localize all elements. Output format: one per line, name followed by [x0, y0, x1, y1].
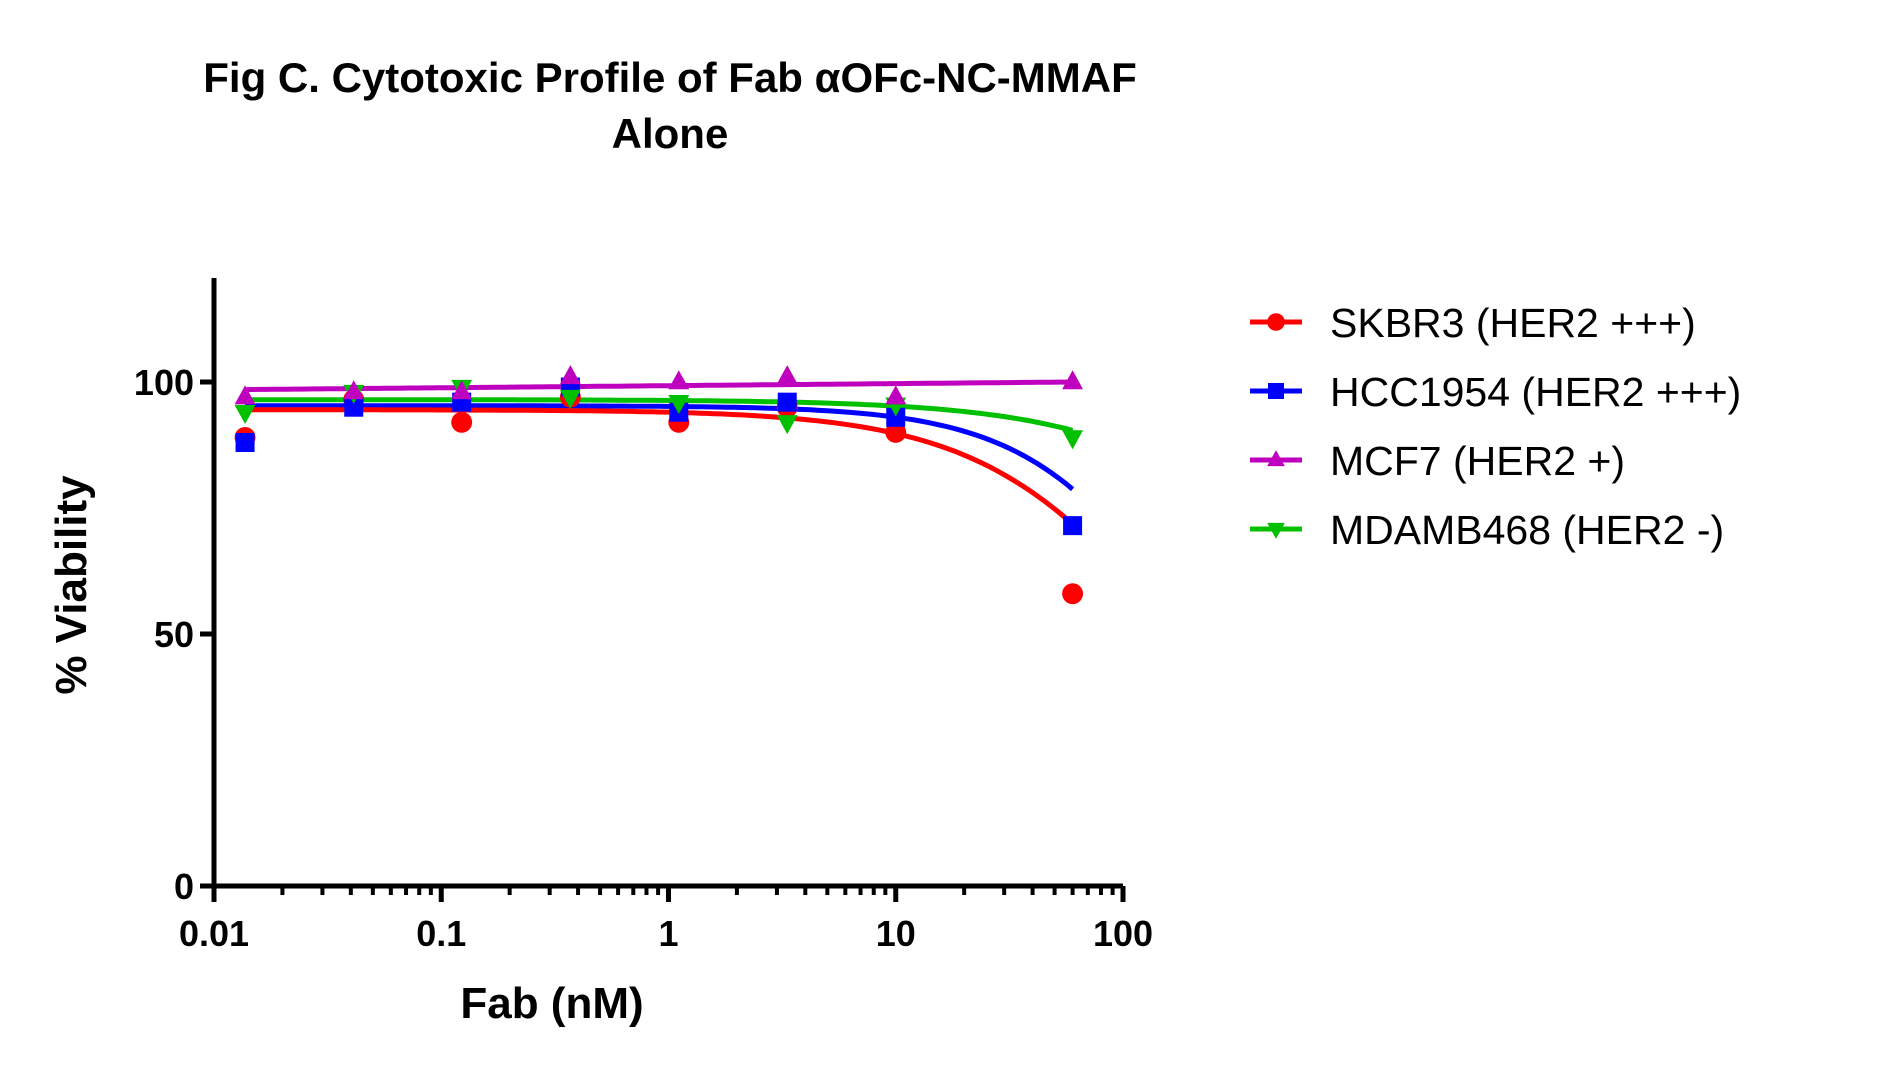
- legend-label: HCC1954 (HER2 +++): [1330, 369, 1741, 415]
- data-point: [886, 407, 906, 427]
- data-point: [343, 380, 365, 400]
- legend-label: SKBR3 (HER2 +++): [1330, 300, 1696, 346]
- legend-marker-circle-icon: [1267, 313, 1285, 331]
- data-point: [776, 415, 798, 435]
- data-point: [1062, 583, 1084, 605]
- x-tick-label: 1: [658, 913, 678, 954]
- data-point: [451, 411, 473, 433]
- y-tick-label: 0: [174, 866, 194, 907]
- legend-label: MCF7 (HER2 +): [1330, 438, 1625, 484]
- axes: 0 50 100 0.01 0.1 1 10 100: [134, 278, 1153, 954]
- data-point: [234, 385, 256, 405]
- legend-item: MDAMB468 (HER2 -): [1250, 507, 1724, 553]
- x-axis-label: Fab (nM): [460, 979, 643, 1028]
- data-point: [344, 397, 364, 417]
- data-point: [235, 432, 255, 452]
- chart-title: Fig C. Cytotoxic Profile of Fab αOFc-NC-…: [203, 54, 1136, 157]
- legend-item: MCF7 (HER2 +): [1250, 438, 1625, 484]
- fit-curve-mdamb468: [245, 397, 1074, 433]
- y-ticks: 0 50 100: [134, 362, 214, 907]
- x-tick-label: 100: [1093, 913, 1153, 954]
- series-mcf7: [234, 365, 1084, 405]
- data-point: [1062, 370, 1084, 390]
- data-point: [668, 370, 690, 390]
- fit-curve-hcc1954: [245, 403, 1075, 492]
- data-point: [668, 394, 690, 414]
- data-point: [234, 405, 256, 425]
- fit-curve-mcf7: [245, 379, 1073, 393]
- data-point: [1063, 516, 1083, 536]
- data-points: [234, 365, 1084, 605]
- legend-marker-square-icon: [1268, 383, 1284, 399]
- chart-title-line-2: Alone: [612, 110, 729, 157]
- legend-item: SKBR3 (HER2 +++): [1250, 300, 1696, 346]
- series-skbr3: [234, 386, 1084, 605]
- data-point: [559, 389, 581, 409]
- x-tick-label: 0.1: [416, 913, 466, 954]
- x-tick-label: 0.01: [179, 913, 249, 954]
- fit-curves: [245, 379, 1075, 526]
- y-axis-label: % Viability: [47, 475, 96, 695]
- y-tick-label: 50: [154, 614, 194, 655]
- data-point: [559, 365, 581, 385]
- legend-item: HCC1954 (HER2 +++): [1250, 369, 1741, 415]
- legend-marker-triangle-up-icon: [1267, 450, 1285, 467]
- data-point: [777, 392, 797, 412]
- fit-curve-skbr3: [245, 407, 1075, 526]
- data-point: [885, 385, 907, 405]
- data-point: [885, 421, 907, 443]
- x-tick-label: 10: [876, 913, 916, 954]
- data-point: [776, 365, 798, 385]
- x-ticks: 0.01 0.1 1 10 100: [179, 886, 1153, 954]
- legend-marker-triangle-down-icon: [1267, 522, 1285, 539]
- chart-title-line-1: Fig C. Cytotoxic Profile of Fab αOFc-NC-…: [203, 54, 1136, 101]
- legend-label: MDAMB468 (HER2 -): [1330, 507, 1724, 553]
- legend: SKBR3 (HER2 +++) HCC1954 (HER2 +++) MCF7 (…: [1250, 300, 1741, 553]
- data-point: [1062, 430, 1084, 450]
- data-point: [451, 380, 473, 400]
- y-tick-label: 100: [134, 362, 194, 403]
